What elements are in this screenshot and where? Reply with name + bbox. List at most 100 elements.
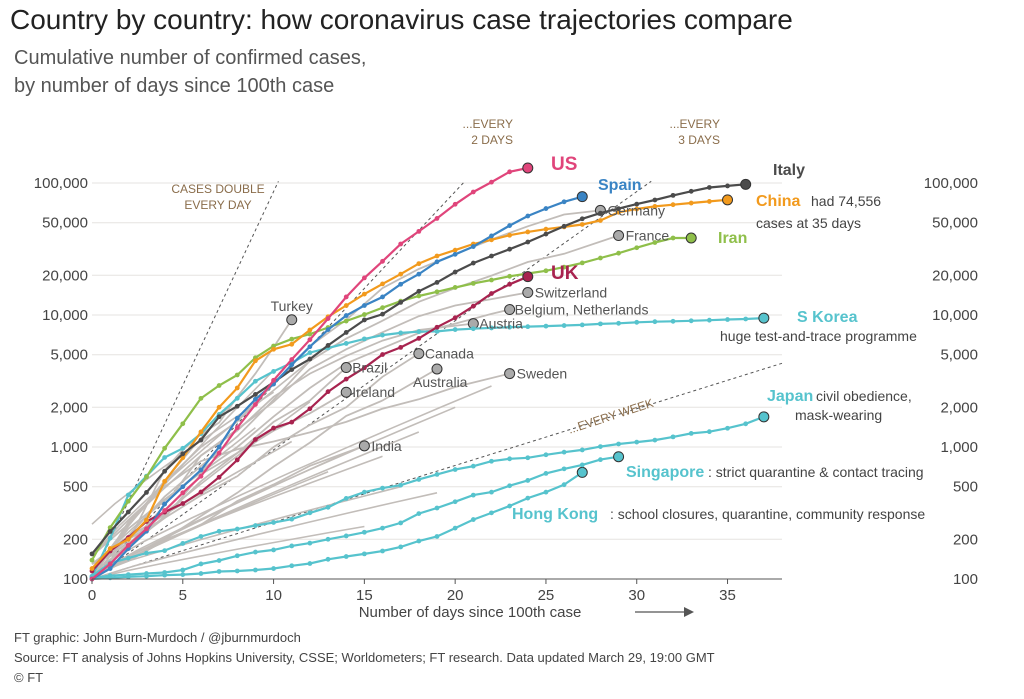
background-series-line	[91, 385, 492, 572]
series-point-us	[216, 450, 222, 456]
guide-label: 2 DAYS	[471, 133, 513, 147]
x-tick-label: 0	[88, 587, 96, 604]
series-endpoint-uk	[522, 271, 534, 283]
series-point-japan	[398, 482, 404, 488]
series-point-uk	[416, 335, 422, 341]
series-point-china	[216, 404, 222, 410]
series-point-china	[652, 203, 658, 209]
trajectory-chart: CASES DOUBLE EVERY DAY ...EVERY 2 DAYS ...EV…	[34, 117, 978, 621]
series-endpoint-ireland	[340, 386, 352, 398]
series-point-italy	[253, 392, 258, 397]
series-point-china	[234, 385, 240, 391]
series-point-china	[543, 226, 549, 232]
series-point-us	[234, 425, 240, 431]
series-label-ireland: Ireland	[352, 384, 395, 400]
series-point-spain	[380, 294, 385, 300]
series-point-singapore	[361, 529, 367, 535]
series-point-italy	[289, 367, 295, 373]
series-point-singapore	[434, 505, 440, 511]
series-point-china	[579, 222, 585, 227]
series-point-uk	[325, 389, 331, 395]
series-endpoint-belgium-netherlands	[504, 304, 516, 316]
y-tick-label-left: 500	[63, 479, 88, 496]
series-point-us	[507, 169, 513, 175]
series-line-india	[91, 445, 365, 576]
y-tick-label-right: 100	[953, 571, 978, 588]
series-point-spain	[543, 206, 549, 211]
series-point-s-korea	[343, 341, 349, 346]
series-label-india: India	[371, 438, 402, 454]
series-point-hong-kong	[343, 554, 349, 559]
series-point-singapore	[162, 570, 168, 575]
guide-label: CASES DOUBLE	[171, 182, 264, 196]
y-tick-label-left: 100	[63, 571, 88, 588]
series-point-japan	[670, 434, 676, 440]
y-tick-label-right: 20,000	[932, 267, 978, 284]
series-point-singapore	[325, 536, 331, 542]
series-point-japan	[579, 447, 585, 453]
y-tick-label-left: 2,000	[50, 399, 88, 416]
series-point-s-korea	[125, 492, 131, 498]
y-tick-label-right: 1,000	[940, 439, 978, 456]
series-label-belgium-netherlands: Belgium, Netherlands	[515, 302, 649, 318]
series-point-iran	[234, 372, 240, 378]
annotation-note2-china: cases at 35 days	[756, 215, 861, 231]
series-point-hong-kong	[198, 571, 204, 576]
series-line-brazil	[91, 366, 347, 570]
series-point-s-korea	[616, 320, 621, 326]
series-point-japan	[543, 452, 549, 458]
series-point-iran	[470, 280, 476, 286]
series-label-sweden: Sweden	[517, 366, 568, 382]
x-tick-label: 10	[265, 587, 282, 604]
series-point-singapore	[452, 499, 458, 505]
series-point-italy	[180, 451, 186, 457]
annotation-label-spain: Spain	[598, 177, 642, 194]
series-point-italy	[216, 414, 222, 420]
guide-label: EVERY DAY	[184, 198, 251, 212]
guide-label: ...EVERY	[670, 117, 720, 131]
series-point-japan	[307, 510, 313, 516]
series-point-japan	[271, 520, 276, 525]
series-point-singapore	[144, 571, 149, 576]
series-point-hong-kong	[489, 510, 494, 516]
series-point-china	[634, 206, 640, 212]
series-point-us	[398, 241, 404, 247]
series-point-iran	[543, 268, 549, 274]
series-point-hong-kong	[216, 569, 222, 574]
series-endpoint-switzerland	[522, 287, 534, 299]
x-tick-label: 30	[628, 587, 645, 604]
series-endpoint-italy	[740, 178, 752, 190]
series-label-austria: Austria	[479, 316, 523, 332]
series-point-china	[525, 229, 531, 235]
series-point-spain	[361, 303, 367, 308]
series-endpoint-canada	[413, 348, 425, 360]
series-point-us	[416, 228, 422, 234]
series-point-japan	[525, 455, 531, 461]
series-point-china	[688, 200, 694, 206]
series-point-uk	[380, 352, 385, 357]
series-point-japan	[343, 495, 349, 501]
series-point-hong-kong	[525, 495, 531, 501]
y-tick-label-right: 10,000	[932, 307, 978, 324]
series-point-china	[89, 566, 95, 571]
series-point-iran	[289, 336, 295, 342]
series-point-us	[289, 357, 295, 362]
series-point-singapore	[289, 543, 295, 549]
series-point-italy	[107, 529, 113, 534]
series-point-uk	[489, 291, 494, 296]
series-point-singapore	[470, 492, 476, 498]
series-point-japan	[616, 441, 621, 447]
series-point-china	[343, 303, 349, 308]
series-point-italy	[343, 330, 349, 335]
series-point-singapore	[561, 466, 567, 472]
series-point-s-korea	[434, 328, 440, 334]
footer-credit: FT graphic: John Burn-Murdoch / @jburnmu…	[14, 630, 301, 645]
series-point-iran	[180, 421, 186, 427]
series-point-italy	[361, 317, 367, 323]
series-point-us	[434, 216, 440, 221]
series-point-italy	[144, 489, 149, 495]
series-point-spain	[325, 327, 331, 333]
series-point-italy	[507, 246, 513, 252]
series-label-france: France	[626, 228, 670, 244]
chart-title: Country by country: how coronavirus case…	[10, 4, 793, 35]
